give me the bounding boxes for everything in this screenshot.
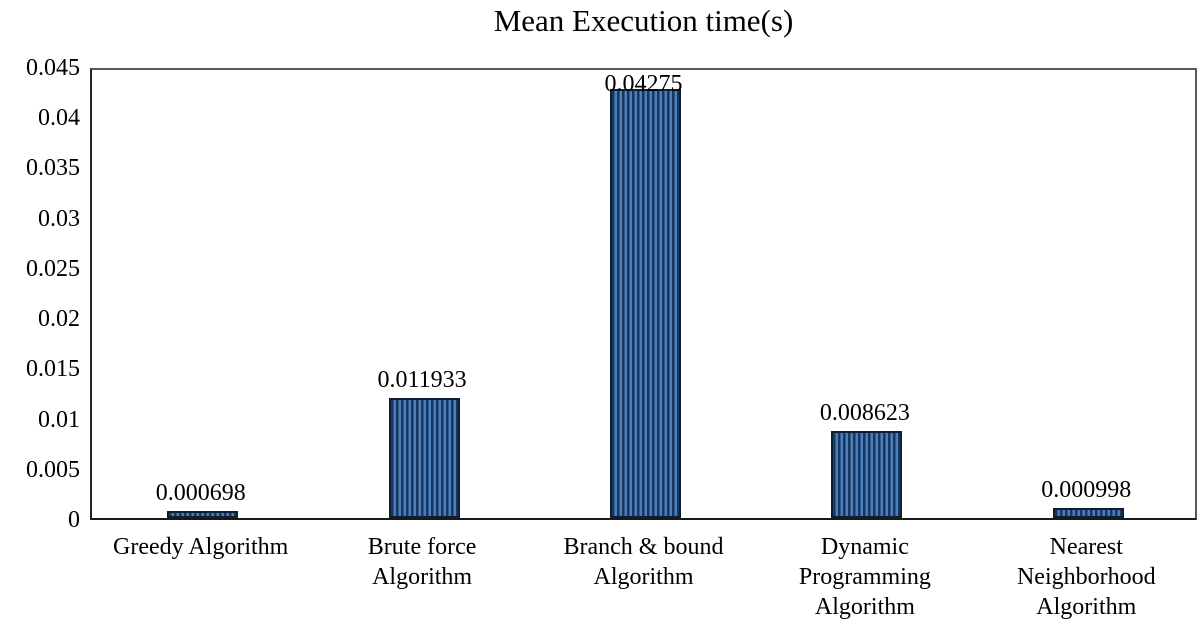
- chart-title: Mean Execution time(s): [493, 3, 794, 38]
- bar: [831, 431, 903, 518]
- bar: [388, 398, 460, 518]
- y-axis-tick-label: 0.035: [26, 155, 80, 182]
- bar: [610, 88, 681, 518]
- y-axis-tick-label: 0: [68, 507, 80, 533]
- bar-value-label: 0.000698: [155, 479, 246, 506]
- x-axis-category-label-line: Algorithm: [1036, 594, 1137, 620]
- y-axis-tick-label: 0.025: [26, 255, 80, 282]
- x-axis-category-label: Brute force Algorithm: [311, 532, 533, 592]
- y-axis-tick-label: 0.02: [38, 306, 80, 333]
- bar-value-label: 0.008623: [819, 400, 910, 427]
- bar: [1052, 507, 1124, 518]
- x-axis-category-label: Greedy Algorithm: [90, 532, 312, 562]
- x-axis-category-label: Nearest Neighborhood Algorithm: [975, 532, 1197, 622]
- y-axis-tick-label: 0.005: [26, 456, 80, 483]
- bar-value-label: 0.011933: [377, 367, 467, 394]
- x-axis-category-label-line: Algorithm: [814, 594, 915, 620]
- y-axis-tick-label: 0.04: [38, 105, 80, 132]
- x-axis-category-label-line: Algorithm: [372, 564, 473, 590]
- x-axis-category-label-line: Branch & bound: [563, 534, 724, 560]
- y-axis-tick-label: 0.03: [38, 205, 80, 232]
- x-axis-category-label-line: Programming: [798, 564, 931, 590]
- y-axis-tick-label: 0.045: [26, 55, 80, 81]
- x-axis-category-label-line: Brute force: [367, 534, 477, 560]
- x-axis-category-label-line: Algorithm: [593, 564, 694, 590]
- x-axis-category-label-line: Neighborhood: [1016, 564, 1156, 590]
- bar: [167, 511, 239, 518]
- x-axis-category-label: Dynamic Programming Algorithm: [754, 532, 976, 622]
- bar-value-label: 0.04275: [604, 71, 683, 97]
- y-axis-tick-label: 0.015: [26, 356, 80, 383]
- x-axis-category-label-line: Dynamic: [820, 534, 909, 560]
- x-axis-category-label-line: Greedy Algorithm: [113, 534, 289, 560]
- y-axis-tick-label: 0.01: [38, 406, 80, 433]
- plot-area: [90, 68, 1197, 520]
- x-axis-category-label: Branch & bound Algorithm: [533, 532, 755, 592]
- x-axis-category-label-line: Nearest: [1049, 534, 1123, 560]
- bar-value-label: 0.000998: [1041, 476, 1132, 503]
